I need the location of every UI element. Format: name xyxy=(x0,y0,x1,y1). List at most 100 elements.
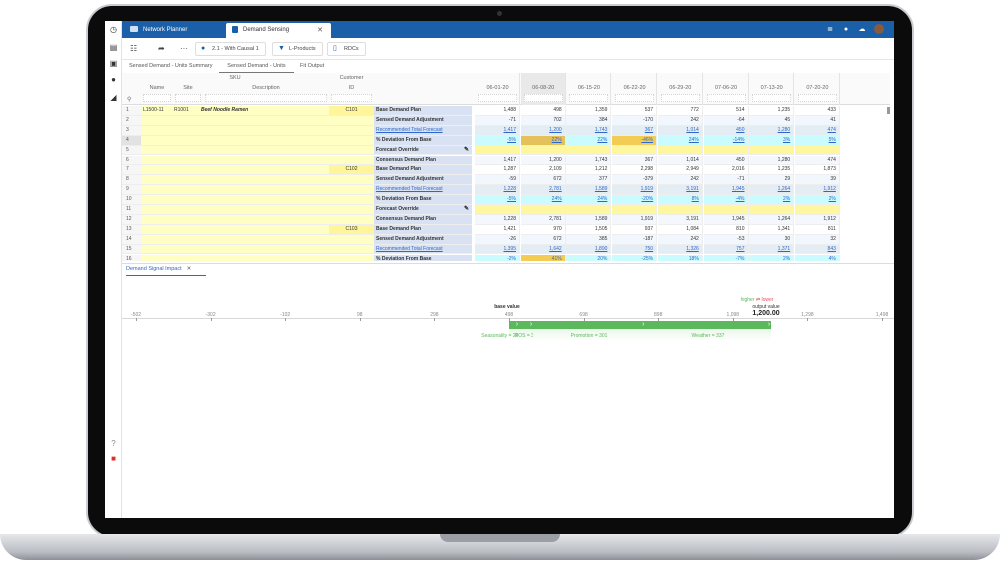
row-number[interactable]: 10 xyxy=(122,195,141,205)
value-cell[interactable]: 242 xyxy=(657,234,703,245)
name-header[interactable]: Name xyxy=(149,85,165,91)
value-cell[interactable]: -5% xyxy=(475,135,520,146)
value-cell[interactable]: 2,298 xyxy=(612,165,658,176)
feature-bar[interactable] xyxy=(509,321,519,329)
value-cell[interactable]: 757 xyxy=(703,244,749,255)
feature-bar[interactable] xyxy=(532,321,646,329)
sku-cell[interactable] xyxy=(141,175,329,186)
value-cell[interactable]: 1,287 xyxy=(475,165,520,176)
value-cell[interactable]: 1,014 xyxy=(657,155,703,166)
value-cell[interactable]: -46% xyxy=(612,135,658,146)
measure-label[interactable]: Recommended Total Forecast xyxy=(374,125,472,136)
value-cell[interactable] xyxy=(520,145,566,156)
share-icon[interactable]: ➦ xyxy=(158,44,165,53)
value-cell[interactable]: 672 xyxy=(520,234,566,245)
cloud-icon[interactable]: ☁ xyxy=(858,25,866,33)
value-cell[interactable]: 24% xyxy=(657,135,703,146)
value-cell[interactable]: 537 xyxy=(612,106,658,116)
value-cell[interactable]: 1,200 xyxy=(520,125,566,136)
calendar-icon[interactable]: ▣ xyxy=(109,59,118,68)
search-icon[interactable]: ⚲ xyxy=(127,97,132,103)
value-cell[interactable]: -170 xyxy=(612,115,658,126)
value-cell[interactable]: 1,743 xyxy=(566,125,612,136)
value-cell[interactable]: -187 xyxy=(612,234,658,245)
value-cell[interactable]: 367 xyxy=(612,125,658,136)
clock-icon[interactable]: ◷ xyxy=(110,25,117,34)
value-cell[interactable]: 1,873 xyxy=(794,165,840,176)
edit-pencil-icon[interactable]: ✎ xyxy=(463,206,469,212)
site-filter-input[interactable] xyxy=(175,94,201,102)
row-number[interactable]: 5 xyxy=(122,145,141,156)
value-cell[interactable]: 24% xyxy=(566,195,612,205)
customer-id-cell[interactable] xyxy=(329,214,374,225)
value-cell[interactable] xyxy=(794,205,840,215)
value-cell[interactable]: 2,016 xyxy=(703,165,749,176)
value-cell[interactable]: 8% xyxy=(657,195,703,205)
value-cell[interactable]: 29 xyxy=(749,175,795,186)
value-cell[interactable]: 2% xyxy=(749,254,795,261)
value-cell[interactable]: 4% xyxy=(794,254,840,261)
row-number[interactable]: 12 xyxy=(122,214,141,225)
date-filter-input[interactable] xyxy=(523,94,563,102)
sku-cell[interactable] xyxy=(141,254,329,261)
value-cell[interactable]: -14% xyxy=(703,135,749,146)
sku-cell[interactable] xyxy=(141,145,329,156)
sku-cell[interactable] xyxy=(141,244,329,255)
value-cell[interactable]: -59 xyxy=(475,175,520,186)
value-cell[interactable] xyxy=(566,205,612,215)
value-cell[interactable]: 937 xyxy=(612,224,658,235)
value-cell[interactable]: 1,417 xyxy=(475,125,520,136)
value-cell[interactable]: 474 xyxy=(794,155,840,166)
value-cell[interactable]: -379 xyxy=(612,175,658,186)
value-cell[interactable]: 450 xyxy=(703,125,749,136)
value-cell[interactable]: 1,235 xyxy=(749,106,795,116)
value-cell[interactable]: 811 xyxy=(794,224,840,235)
value-cell[interactable]: 39 xyxy=(794,175,840,186)
value-cell[interactable]: 1,945 xyxy=(703,214,749,225)
date-column-header[interactable]: 06-29-20 xyxy=(658,73,703,105)
value-cell[interactable]: 1,228 xyxy=(475,214,520,225)
value-cell[interactable]: 377 xyxy=(566,175,612,186)
value-cell[interactable]: 22% xyxy=(566,135,612,146)
value-cell[interactable]: 450 xyxy=(703,155,749,166)
customer-id-cell[interactable] xyxy=(329,115,374,126)
feature-bar[interactable] xyxy=(518,321,533,329)
value-cell[interactable]: 1,912 xyxy=(794,214,840,225)
date-filter-input[interactable] xyxy=(569,94,609,102)
date-filter-input[interactable] xyxy=(478,94,517,102)
value-cell[interactable]: 498 xyxy=(520,106,566,116)
value-cell[interactable]: -2% xyxy=(475,254,520,261)
value-cell[interactable]: 242 xyxy=(657,175,703,186)
sku-cell[interactable] xyxy=(141,205,329,215)
date-filter-input[interactable] xyxy=(706,94,746,102)
value-cell[interactable]: 385 xyxy=(566,234,612,245)
value-cell[interactable]: 3,191 xyxy=(657,185,703,196)
row-number[interactable]: 3 xyxy=(122,125,141,136)
tab-demand-signal-impact[interactable]: Demand Signal Impact ✕ xyxy=(126,266,206,276)
tab-sensed-demand-units[interactable]: Sensed Demand - Units xyxy=(219,61,294,73)
sku-cell[interactable] xyxy=(141,224,329,235)
value-cell[interactable]: 2,949 xyxy=(657,165,703,176)
date-filter-input[interactable] xyxy=(660,94,700,102)
value-cell[interactable]: 1,359 xyxy=(566,106,612,116)
value-cell[interactable]: 2,109 xyxy=(520,165,566,176)
customer-id-cell[interactable] xyxy=(329,125,374,136)
customer-id-cell[interactable] xyxy=(329,145,374,156)
customer-id-cell[interactable] xyxy=(329,155,374,166)
brush-settings-icon[interactable]: ◢ xyxy=(110,93,117,102)
grid-scrollbar[interactable] xyxy=(887,107,890,114)
row-number[interactable]: 11 xyxy=(122,205,141,215)
row-number[interactable]: 13 xyxy=(122,224,141,235)
measure-label[interactable]: Recommended Total Forecast xyxy=(374,185,472,196)
value-cell[interactable]: 24% xyxy=(520,195,566,205)
customer-id-cell[interactable] xyxy=(329,234,374,245)
date-column-header[interactable]: 06-22-20 xyxy=(612,73,658,105)
value-cell[interactable]: 1,341 xyxy=(749,224,795,235)
customer-id-cell[interactable] xyxy=(329,175,374,186)
value-cell[interactable] xyxy=(612,205,658,215)
customer-id-cell[interactable] xyxy=(329,254,374,261)
logout-icon[interactable]: ■ xyxy=(111,454,116,463)
value-cell[interactable]: 1,212 xyxy=(566,165,612,176)
value-cell[interactable]: 702 xyxy=(520,115,566,126)
tab-fit-output[interactable]: Fit Output xyxy=(300,63,325,69)
